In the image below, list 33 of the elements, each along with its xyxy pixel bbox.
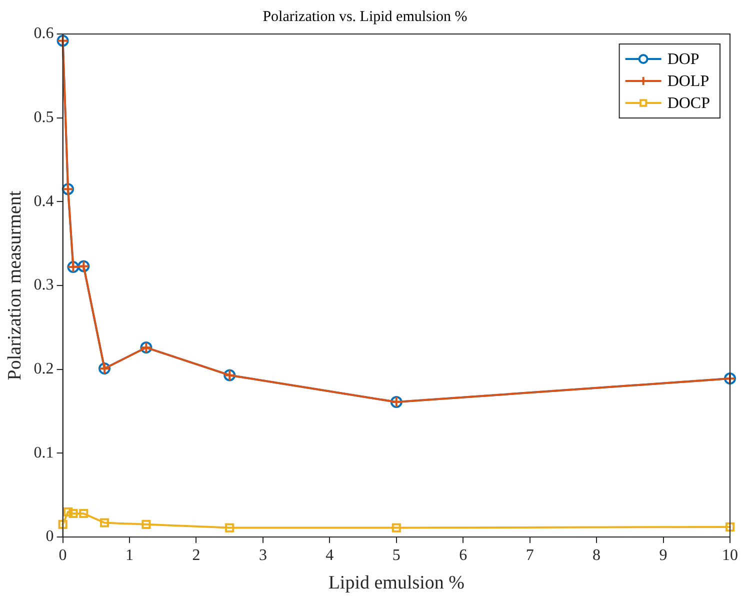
point <box>100 518 110 528</box>
chart-title: Polarization vs. Lipid emulsion % <box>262 8 468 25</box>
x-tick-label: 7 <box>526 546 534 564</box>
x-tick-label: 3 <box>258 546 267 564</box>
x-axis-title: Lipid emulsion % <box>328 572 465 594</box>
x-tick-label: 1 <box>126 546 134 564</box>
y-tick-label: 0.4 <box>34 192 54 210</box>
point <box>225 523 234 532</box>
x-tick-label: 9 <box>659 546 668 564</box>
y-tick-label: 0 <box>46 528 54 546</box>
y-tick-label: 0.1 <box>34 444 54 462</box>
x-tick-label: 0 <box>58 546 67 564</box>
point <box>392 523 401 532</box>
point <box>63 507 73 516</box>
x-tick-label: 6 <box>459 546 468 564</box>
y-axis-title: Polarization measurment <box>4 190 26 380</box>
x-tick-label: 2 <box>192 546 200 564</box>
x-tick-label: 8 <box>592 546 601 564</box>
point <box>142 520 151 529</box>
point <box>58 520 68 529</box>
y-tick-label: 0.2 <box>34 360 54 378</box>
legend-label: DOP <box>667 51 700 68</box>
point <box>79 508 88 518</box>
x-tick-label: 10 <box>722 546 738 564</box>
point <box>68 508 78 518</box>
y-tick-label: 0.6 <box>34 25 54 42</box>
x-tick-label: 5 <box>392 546 400 564</box>
x-tick-label: 4 <box>326 546 334 564</box>
legend-label: DOLP <box>667 73 710 90</box>
y-tick-label: 0.3 <box>34 276 54 294</box>
y-tick-label: 0.5 <box>34 109 54 126</box>
point <box>725 522 735 532</box>
legend-label: DOCP <box>667 95 710 112</box>
